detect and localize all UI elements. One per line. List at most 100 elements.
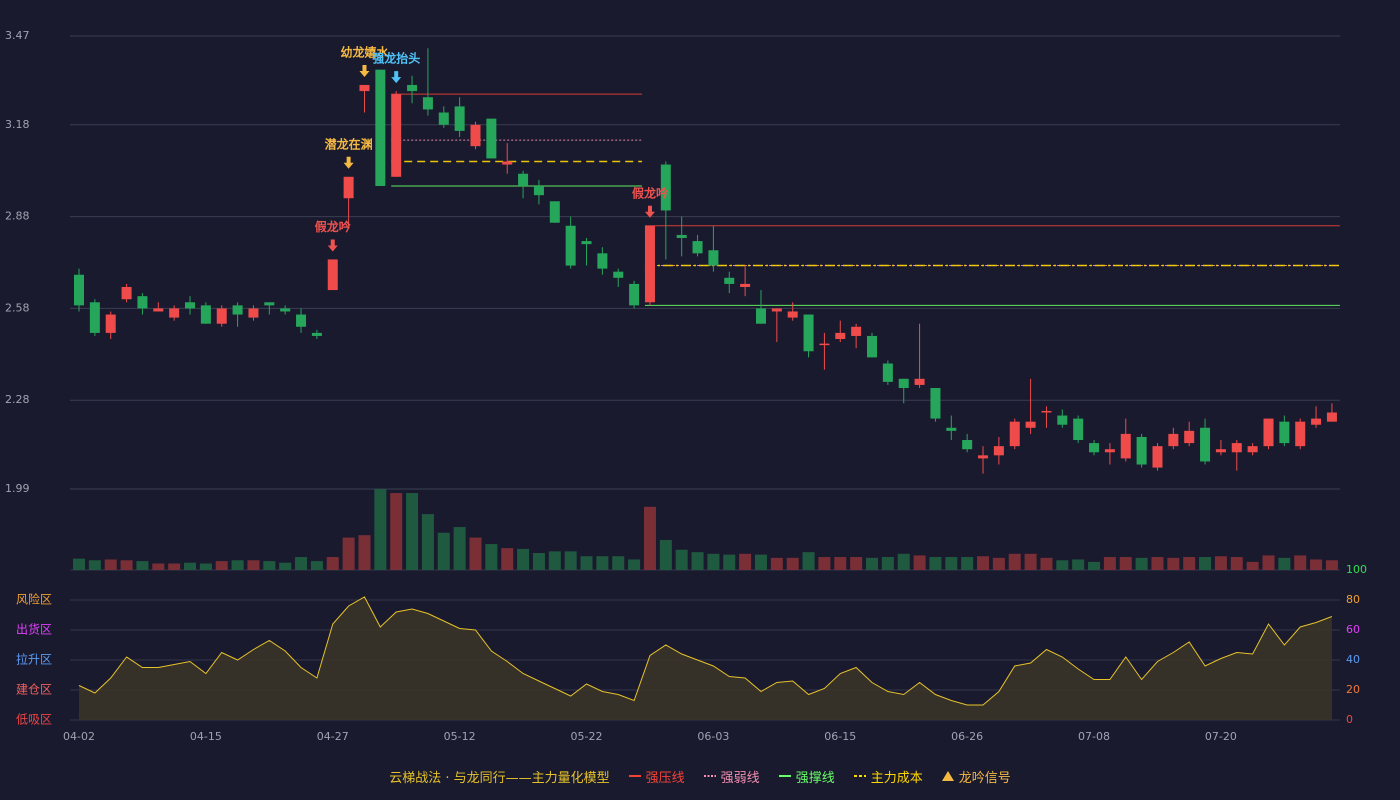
candle-body <box>993 446 1004 456</box>
candle-body <box>391 94 402 177</box>
candle-body <box>121 286 132 300</box>
candle-body <box>216 308 227 324</box>
y-tick-label: 2.88 <box>5 210 30 223</box>
volume-bar <box>374 489 387 570</box>
volume-bar <box>421 514 434 570</box>
candle-body <box>264 302 275 306</box>
signal-arrow <box>359 64 370 77</box>
y2-tick-label: 40 <box>1346 653 1360 666</box>
volume-bar <box>866 557 878 570</box>
volume-bar <box>770 557 783 570</box>
candle-body <box>533 185 544 196</box>
volume-bar <box>310 561 323 570</box>
y2-tick-label: 60 <box>1346 623 1360 636</box>
volume-bar <box>152 563 165 570</box>
volume-bar <box>532 552 545 570</box>
candle-body <box>1279 421 1290 444</box>
zone-label: 拉升区 <box>16 652 52 667</box>
candle-body <box>1073 418 1084 441</box>
volume-bar <box>1008 553 1021 570</box>
volume-bar <box>1246 561 1259 570</box>
volume-bar <box>469 537 482 570</box>
candle-body <box>407 84 418 92</box>
candle-body <box>1041 410 1052 413</box>
volume-bar <box>659 540 672 570</box>
candle-body <box>518 173 529 186</box>
candle-body <box>153 308 164 312</box>
volume-bar <box>897 553 910 570</box>
candle-body <box>660 164 671 211</box>
candle-body <box>375 69 386 186</box>
signal-arrow <box>644 205 655 218</box>
volume-bar <box>1278 557 1291 570</box>
volume-bar <box>1119 557 1132 570</box>
candle-body <box>438 112 449 125</box>
legend-label: 强弱线 <box>720 770 760 786</box>
signal-arrow <box>391 71 402 84</box>
volume-bar <box>596 556 609 570</box>
candle-body <box>486 118 497 159</box>
volume-bar <box>564 551 577 570</box>
volume-bar <box>168 563 181 570</box>
candle-body <box>89 302 100 333</box>
volume-bar <box>992 557 1005 570</box>
y2-tick-label: 20 <box>1346 683 1360 696</box>
x-tick-label: 07-20 <box>1205 730 1237 743</box>
volume-bar <box>88 560 101 570</box>
volume-bar <box>1167 557 1180 570</box>
volume-bar <box>612 556 625 570</box>
candle-body <box>644 225 655 303</box>
y-tick-label: 2.58 <box>5 301 30 314</box>
signal-label: 假龙吟 <box>632 185 668 200</box>
volume-bar <box>707 553 720 570</box>
zone-label: 建仓区 <box>16 683 52 697</box>
indicator-line <box>78 596 1333 706</box>
candle-body <box>502 161 513 165</box>
signal-label: 幼龙嬉水 <box>340 44 389 59</box>
candle-body <box>978 455 989 459</box>
signal-label: 假龙吟 <box>315 219 351 234</box>
candle-body <box>296 314 307 327</box>
candle-body <box>327 259 338 291</box>
zone-label: 出货区 <box>16 622 52 637</box>
volume-bar <box>326 557 339 570</box>
volume-bar <box>120 560 133 570</box>
volume-bar <box>723 554 736 570</box>
candle-body <box>581 241 592 245</box>
y-tick-label: 1.99 <box>5 482 30 495</box>
legend-item: 主力成本 <box>853 767 923 786</box>
volume-bar <box>199 563 212 570</box>
candle-body <box>930 387 941 419</box>
candle-body <box>1009 421 1020 447</box>
volume-bar <box>675 549 688 570</box>
volume-bar <box>834 557 847 570</box>
legend-item: 龙吟信号 <box>941 767 1011 786</box>
volume-bar <box>1325 560 1338 570</box>
volume-bar <box>517 548 530 570</box>
candle-body <box>1089 443 1100 453</box>
volume-bar <box>739 553 752 570</box>
signal-label: 强龙抬头 <box>372 51 420 66</box>
volume-bar <box>1199 557 1212 570</box>
legend-swatch <box>853 775 866 777</box>
candle-body <box>882 363 893 382</box>
volume-bar <box>485 544 498 570</box>
volume-bar <box>263 561 276 570</box>
candle-body <box>137 296 148 309</box>
volume-bar <box>548 551 561 570</box>
legend-title: 云梯战法 · 与龙同行——主力量化模型 <box>389 770 610 786</box>
x-tick-label: 05-22 <box>571 730 603 743</box>
y2-tick-label: 100 <box>1346 563 1367 576</box>
volume-bar <box>580 556 593 570</box>
volume-bar <box>1072 559 1085 570</box>
volume-bar <box>406 493 419 570</box>
volume-bar <box>850 557 863 570</box>
x-tick-label: 06-15 <box>824 730 856 743</box>
candle-body <box>1326 412 1337 422</box>
volume-bar <box>1294 555 1307 570</box>
x-tick-label: 04-27 <box>317 730 349 743</box>
candle-body <box>311 332 322 336</box>
x-tick-label: 06-26 <box>951 730 983 743</box>
volume-bar <box>1103 557 1116 570</box>
